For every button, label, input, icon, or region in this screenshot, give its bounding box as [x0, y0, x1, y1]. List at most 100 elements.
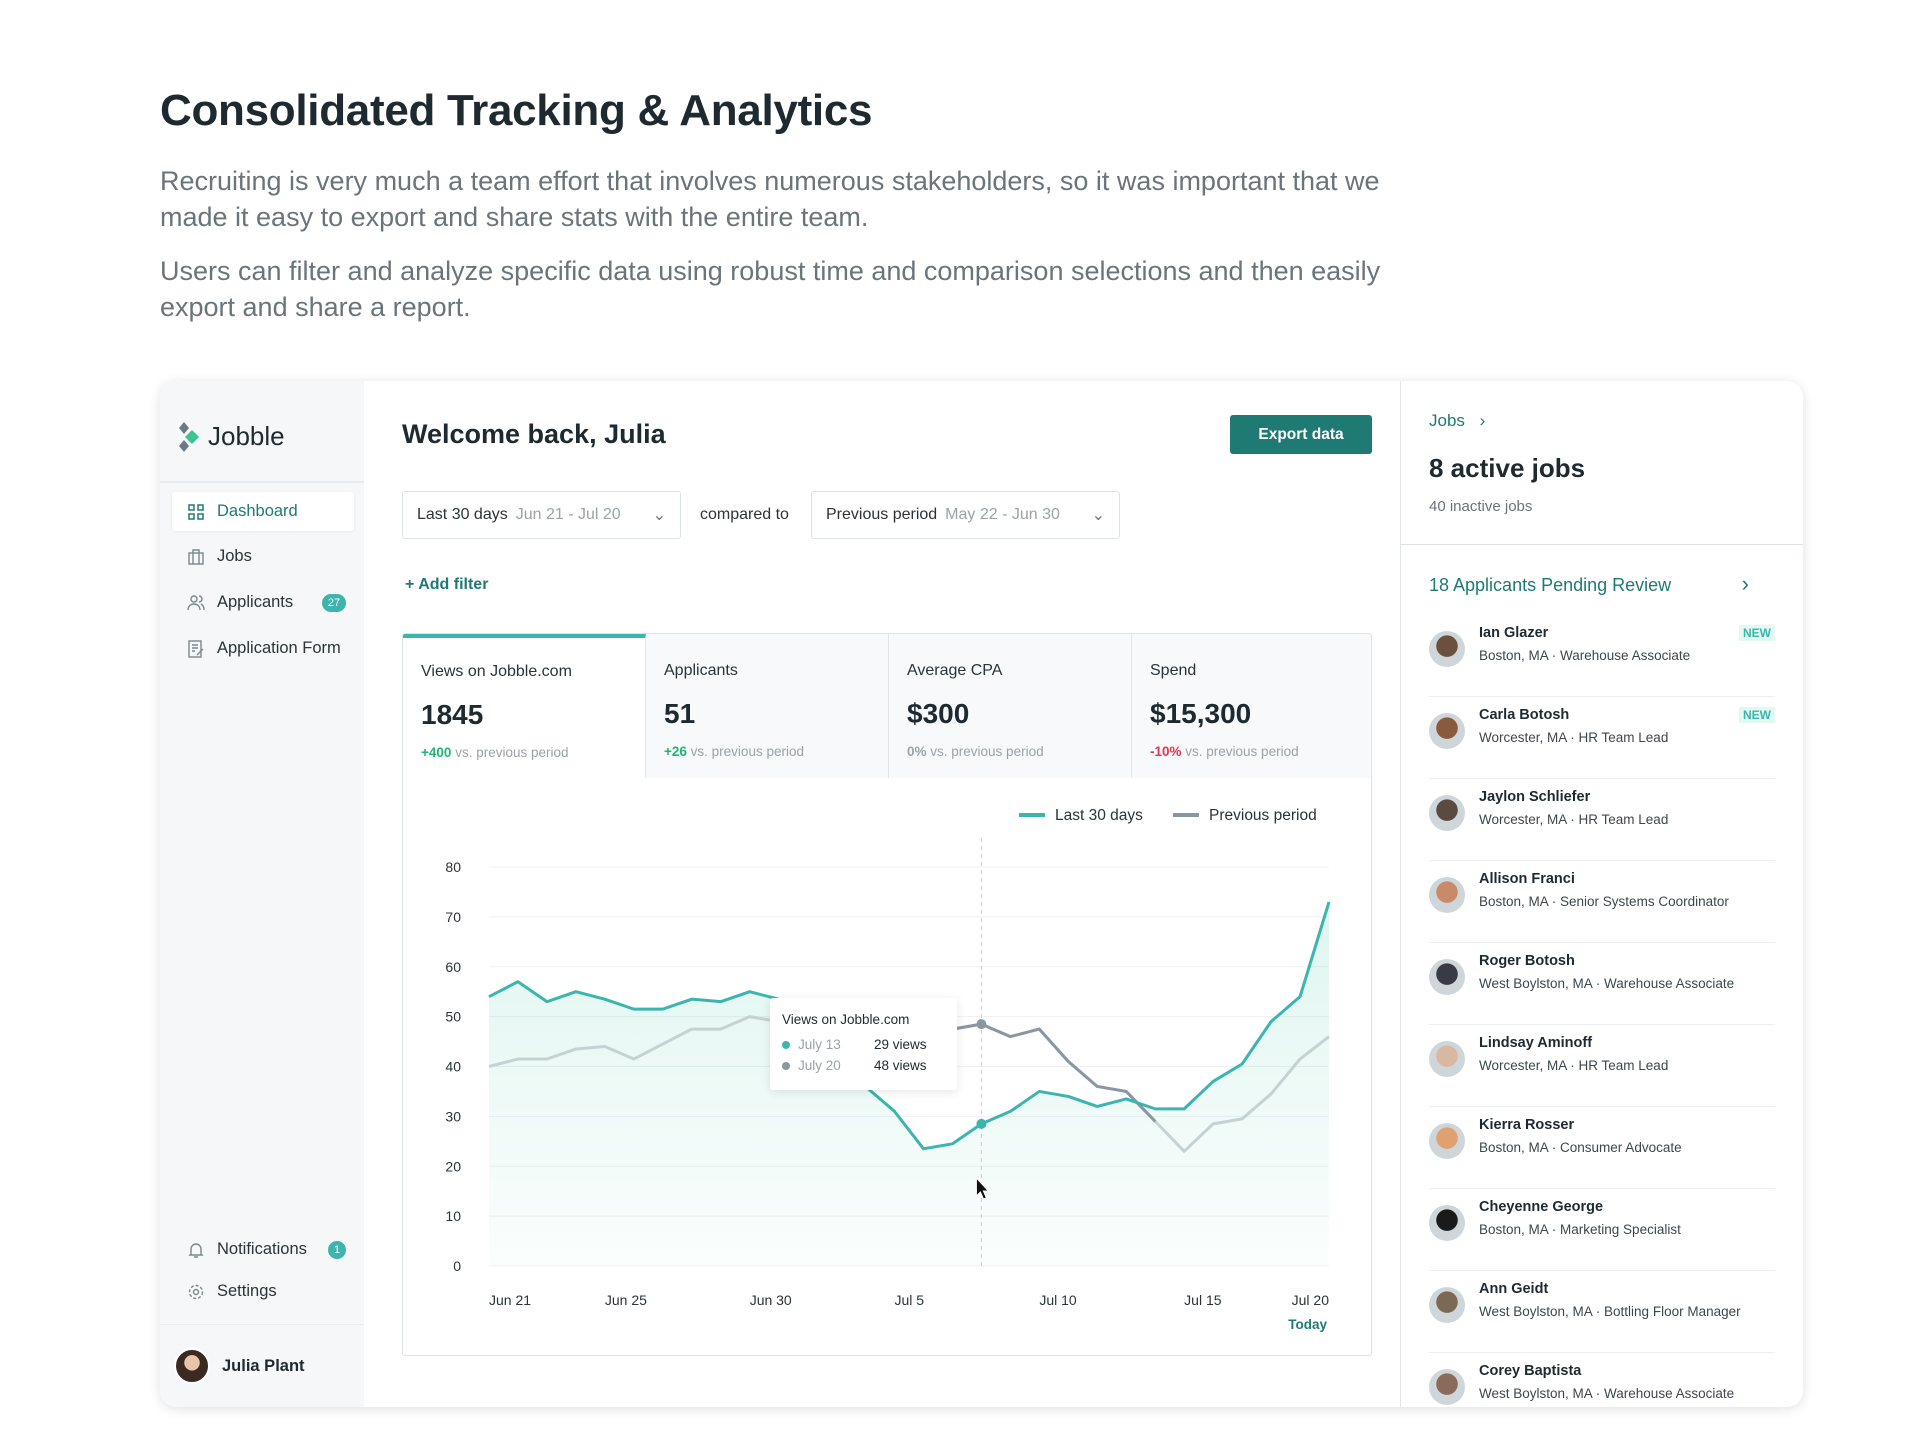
applicant-details: West Boylston, MA · Warehouse Associate	[1479, 1386, 1735, 1401]
sidebar-item-dashboard[interactable]: Dashboard	[172, 492, 354, 531]
applicant-name: Corey Baptista	[1479, 1363, 1582, 1379]
logo-icon	[179, 421, 199, 452]
applicant-row[interactable]: Jaylon Schliefer Worcester, MA · HR Team…	[1429, 779, 1775, 861]
stat-tab-0[interactable]: Views on Jobble.com 1845 +400 vs. previo…	[403, 634, 646, 778]
avatar	[1429, 713, 1465, 749]
analytics-panel: Views on Jobble.com 1845 +400 vs. previo…	[402, 633, 1372, 1356]
x-tick-label: Jun 25	[605, 1292, 647, 1308]
applicant-row[interactable]: Carla Botosh Worcester, MA · HR Team Lea…	[1429, 697, 1775, 779]
bell-icon	[188, 1242, 204, 1258]
users-icon	[187, 594, 205, 610]
page-title: Consolidated Tracking & Analytics	[160, 86, 873, 135]
stat-tab-3[interactable]: Spend $15,300 -10% vs. previous period	[1132, 634, 1371, 778]
y-tick-label: 10	[445, 1208, 461, 1224]
jobs-link[interactable]: Jobs ›	[1429, 411, 1486, 430]
applicant-row[interactable]: Allison Franci Boston, MA · Senior Syste…	[1429, 861, 1775, 943]
applicant-details: Boston, MA · Marketing Specialist	[1479, 1222, 1681, 1237]
applicant-details: Worcester, MA · HR Team Lead	[1479, 812, 1669, 827]
grid-icon	[188, 503, 204, 520]
avatar	[1429, 1287, 1465, 1323]
stat-delta: -10% vs. previous period	[1150, 744, 1299, 759]
x-tick-label: Jul 10	[1039, 1292, 1077, 1308]
stat-tab-2[interactable]: Average CPA $300 0% vs. previous period	[889, 634, 1132, 778]
applicant-row[interactable]: Ian Glazer Boston, MA · Warehouse Associ…	[1429, 615, 1775, 697]
stat-value: 51	[664, 698, 696, 729]
divider	[1401, 544, 1803, 545]
series-line-previous-highlight	[923, 1022, 1157, 1123]
sidebar: Jobble Dashboard Jobs Applicants 27 Appl…	[160, 381, 364, 1407]
compared-to-label: compared to	[700, 506, 789, 523]
cursor-icon	[975, 1176, 990, 1200]
y-tick-label: 50	[445, 1009, 461, 1025]
export-data-button[interactable]: Export data	[1230, 415, 1372, 454]
briefcase-icon	[188, 548, 204, 565]
stat-label: Views on Jobble.com	[421, 663, 572, 680]
avatar	[1429, 1123, 1465, 1159]
y-tick-label: 20	[445, 1158, 461, 1174]
tooltip-row: July 20 48 views	[782, 1058, 945, 1073]
y-tick-label: 30	[445, 1108, 461, 1124]
applicant-name: Ann Geidt	[1479, 1281, 1549, 1297]
applicant-row[interactable]: Cheyenne George Boston, MA · Marketing S…	[1429, 1189, 1775, 1271]
pending-review-link[interactable]: 18 Applicants Pending Review ›	[1429, 571, 1749, 596]
sidebar-item-settings[interactable]: Settings	[172, 1272, 354, 1311]
chart-tooltip: Views on Jobble.com July 13 29 views July…	[770, 998, 957, 1090]
avatar	[1429, 959, 1465, 995]
right-panel: Jobs › 8 active jobs 40 inactive jobs 18…	[1400, 381, 1803, 1407]
intro-paragraph: Users can filter and analyze specific da…	[160, 256, 1381, 322]
comparison-select[interactable]: Previous period May 22 - Jun 30 ⌄	[811, 491, 1120, 539]
stat-tab-1[interactable]: Applicants 51 +26 vs. previous period	[646, 634, 889, 778]
views-line-chart: 0 10 20 30 40 50 60 70 80 Jun 21 Jun 25 Jun 30 Jul 5…	[445, 807, 1331, 1332]
stat-label: Spend	[1150, 662, 1197, 679]
applicant-details: West Boylston, MA · Warehouse Associate	[1479, 976, 1735, 991]
notifications-badge: 1	[328, 1240, 346, 1259]
applicants-count-badge: 27	[322, 593, 346, 612]
chevron-down-icon: ⌄	[1091, 507, 1105, 524]
applicant-details: Boston, MA · Consumer Advocate	[1479, 1140, 1682, 1155]
dashboard-window: Jobble Dashboard Jobs Applicants 27 Appl…	[160, 381, 1803, 1407]
chevron-down-icon: ⌄	[652, 507, 666, 524]
add-filter-button[interactable]: + Add filter	[405, 576, 489, 593]
gear-icon	[188, 1284, 204, 1299]
area-fill	[489, 901, 1329, 1266]
stat-delta: +400 vs. previous period	[421, 745, 569, 760]
series-line-last-30-days	[488, 901, 1331, 1151]
avatar	[1429, 631, 1465, 667]
user-profile[interactable]: Julia Plant	[174, 1348, 305, 1384]
applicant-row[interactable]: Lindsay Aminoff Worcester, MA · HR Team …	[1429, 1025, 1775, 1107]
logo[interactable]: Jobble	[178, 421, 285, 452]
divider	[160, 481, 364, 483]
applicant-row[interactable]: Ann Geidt West Boylston, MA · Bottling F…	[1429, 1271, 1775, 1353]
applicant-row[interactable]: Corey Baptista West Boylston, MA · Wareh…	[1429, 1353, 1775, 1407]
applicant-name: Jaylon Schliefer	[1479, 789, 1591, 805]
applicant-name: Allison Franci	[1479, 871, 1575, 887]
applicant-details: Boston, MA · Senior Systems Coordinator	[1479, 894, 1729, 909]
stat-label: Applicants	[664, 662, 738, 679]
stats-tabs: Views on Jobble.com 1845 +400 vs. previo…	[403, 634, 1371, 778]
date-range-select[interactable]: Last 30 days Jun 21 - Jul 20 ⌄	[402, 491, 681, 539]
stat-delta: 0% vs. previous period	[907, 744, 1044, 759]
stat-value: 1845	[421, 699, 484, 730]
x-tick-label: Jul 5	[895, 1292, 925, 1308]
active-jobs-count: 8 active jobs	[1429, 453, 1586, 483]
applicant-name: Roger Botosh	[1479, 953, 1575, 969]
applicant-name: Cheyenne George	[1479, 1199, 1604, 1215]
stat-delta: +26 vs. previous period	[664, 744, 804, 759]
y-tick-label: 40	[445, 1059, 461, 1075]
sidebar-item-application-form[interactable]: Application Form	[172, 629, 354, 668]
applicant-row[interactable]: Kierra Rosser Boston, MA · Consumer Advo…	[1429, 1107, 1775, 1189]
applicant-details: Worcester, MA · HR Team Lead	[1479, 1058, 1669, 1073]
applicant-name: Ian Glazer	[1479, 625, 1549, 641]
x-tick-label: Jun 30	[750, 1292, 792, 1308]
sidebar-item-applicants[interactable]: Applicants 27	[172, 583, 354, 622]
chevron-right-icon: ›	[1479, 411, 1486, 430]
sidebar-item-notifications[interactable]: Notifications 1	[172, 1230, 354, 1269]
intro-paragraph: Recruiting is very much a team effort th…	[160, 166, 1380, 232]
applicant-name: Carla Botosh	[1479, 707, 1570, 723]
sidebar-item-jobs[interactable]: Jobs	[172, 537, 354, 576]
avatar	[1429, 1369, 1465, 1405]
new-badge: NEW	[1739, 707, 1775, 723]
avatar	[1429, 1041, 1465, 1077]
y-tick-label: 0	[453, 1258, 461, 1274]
applicant-row[interactable]: Roger Botosh West Boylston, MA · Warehou…	[1429, 943, 1775, 1025]
